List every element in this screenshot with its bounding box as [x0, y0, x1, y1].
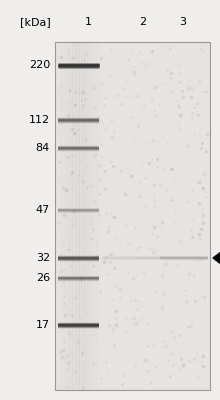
Text: 84: 84: [36, 143, 50, 153]
Text: 47: 47: [36, 205, 50, 215]
Polygon shape: [213, 251, 220, 265]
Text: 1: 1: [84, 17, 92, 27]
Text: 17: 17: [36, 320, 50, 330]
Text: 32: 32: [36, 253, 50, 263]
Text: 2: 2: [139, 17, 147, 27]
Text: [kDa]: [kDa]: [20, 17, 51, 27]
Bar: [55, 42, 210, 390]
Text: 3: 3: [180, 17, 187, 27]
Text: 112: 112: [29, 115, 50, 125]
Text: 26: 26: [36, 273, 50, 283]
Text: 220: 220: [29, 60, 50, 70]
